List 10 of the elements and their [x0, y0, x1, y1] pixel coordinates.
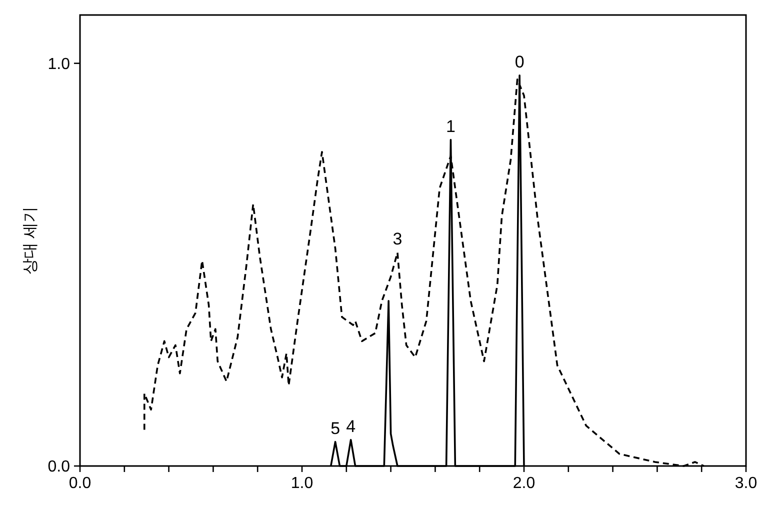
x-tick-label: 0.0 — [68, 475, 92, 492]
x-tick-label: 3.0 — [734, 475, 758, 492]
annotation: 1 — [446, 116, 456, 136]
annotation: 0 — [514, 52, 524, 72]
x-tick-label: 1.0 — [290, 475, 314, 492]
annotation: 3 — [392, 230, 402, 249]
annotation: 4 — [346, 416, 356, 436]
y-axis-title: 상대 세기 — [22, 206, 39, 275]
x-tick-label: 2.0 — [512, 475, 536, 492]
annotation: 5 — [330, 418, 340, 438]
